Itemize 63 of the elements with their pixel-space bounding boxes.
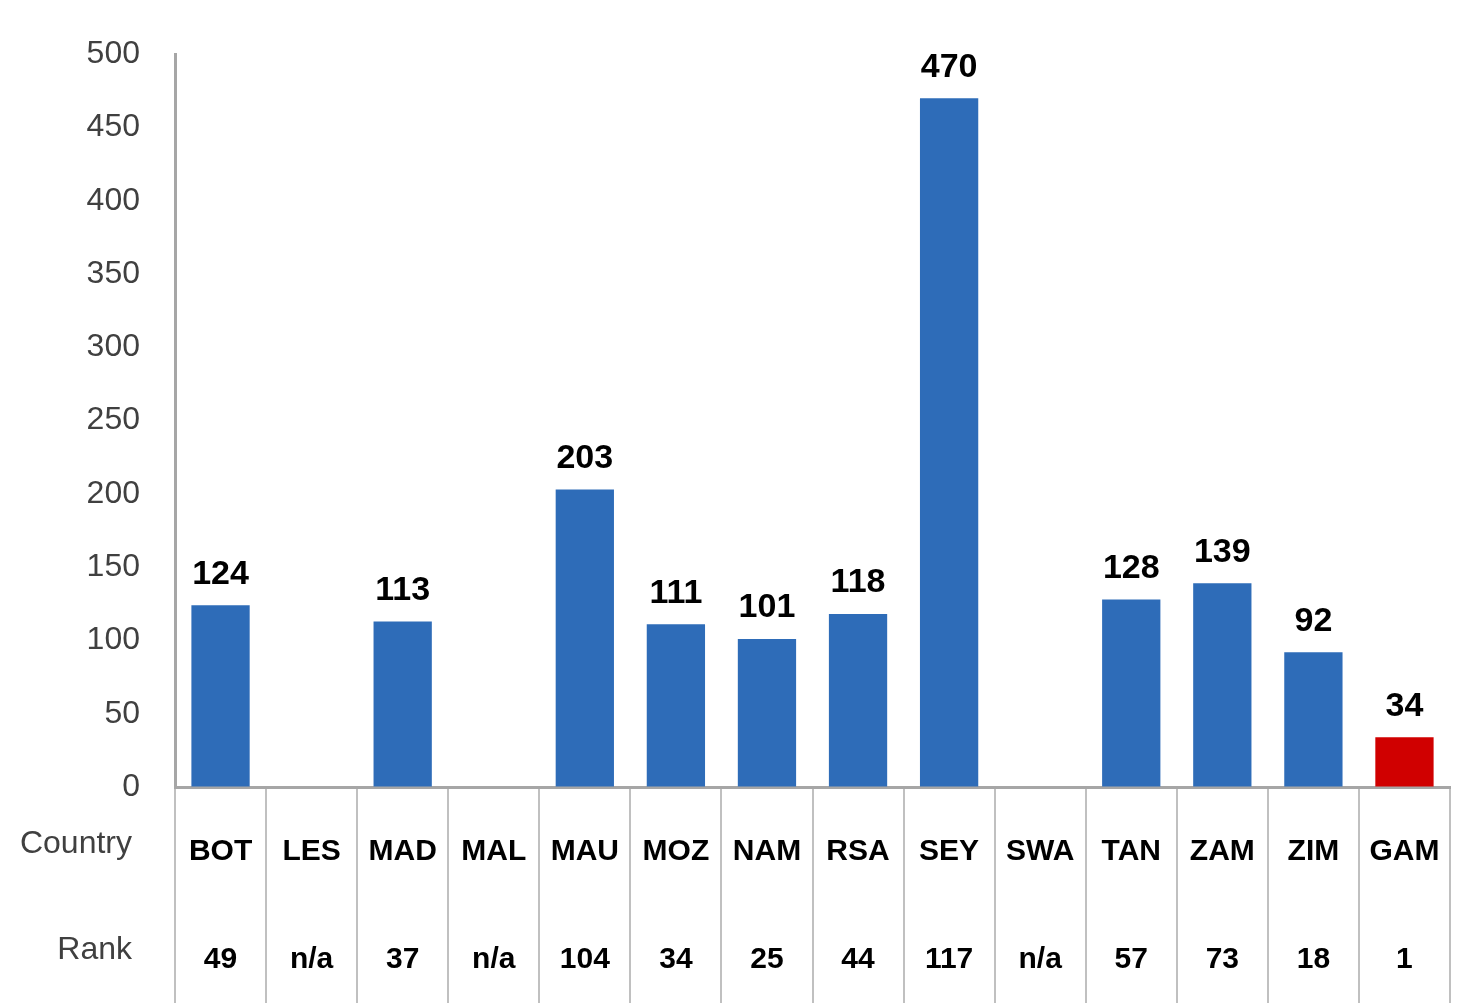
bar — [646, 624, 706, 787]
text: n/a — [472, 941, 516, 975]
x-tick-label: LES — [282, 833, 341, 867]
data-label: 111 — [649, 571, 703, 610]
text: 49 — [203, 941, 238, 975]
text: 73 — [1205, 941, 1240, 975]
y-tick-label: 50 — [104, 693, 140, 730]
y-tick-label: 450 — [86, 107, 140, 144]
bar — [1284, 652, 1343, 787]
bar — [737, 638, 797, 787]
data-label: 101 — [738, 586, 796, 625]
x-tick-label: ZAM — [1189, 833, 1255, 867]
bar — [919, 98, 979, 787]
bar — [191, 605, 250, 787]
x-tick-label: MAL — [461, 833, 527, 867]
x-tick-label: SEY — [919, 833, 980, 867]
x-tick-label: MAD — [368, 833, 437, 867]
x-tick-label: BOT — [188, 833, 253, 867]
text: n/a — [1018, 941, 1063, 975]
text: Rank — [57, 929, 133, 966]
x-tick-label: RSA — [826, 833, 890, 867]
x-tick-label: TAN — [1101, 833, 1161, 867]
data-label: 203 — [556, 436, 614, 475]
y-tick-label: 0 — [122, 766, 140, 803]
x-tick-label: GAM — [1369, 833, 1440, 867]
data-label: 34 — [1385, 684, 1424, 723]
y-tick-label: 150 — [86, 546, 140, 583]
y-tick-label: 100 — [86, 620, 140, 657]
bar — [1375, 737, 1434, 787]
x-tick-label: ZIM — [1287, 833, 1340, 867]
text: 44 — [841, 941, 876, 975]
y-tick-label: 250 — [86, 400, 140, 437]
text: 25 — [750, 941, 784, 975]
y-tick-label: 200 — [86, 473, 140, 510]
bar — [1102, 599, 1161, 787]
y-tick-label: 300 — [86, 327, 140, 364]
data-label: 128 — [1102, 546, 1160, 585]
text: 117 — [924, 941, 974, 975]
bar — [555, 489, 614, 787]
x-axis-title: Country — [19, 823, 132, 860]
x-tick-label: SWA — [1006, 833, 1075, 867]
data-label: 470 — [920, 45, 978, 84]
x-tick-label: MAU — [550, 833, 619, 867]
bar — [373, 621, 432, 787]
bar — [828, 614, 888, 787]
text: 18 — [1296, 941, 1331, 975]
data-label: 139 — [1193, 530, 1251, 569]
data-label: 92 — [1294, 599, 1333, 638]
data-label: 124 — [192, 552, 249, 591]
y-tick-label: 500 — [86, 34, 140, 71]
x-tick-label: NAM — [732, 833, 802, 867]
text: 1 — [1396, 941, 1413, 975]
y-tick-label: 350 — [86, 253, 140, 290]
y-tick-label: 400 — [86, 180, 140, 217]
x-tick-label: MOZ — [642, 833, 710, 867]
text: 34 — [659, 941, 693, 975]
text: 37 — [385, 941, 420, 975]
bar — [1193, 583, 1252, 787]
data-label: 118 — [830, 561, 886, 600]
text: 57 — [1114, 941, 1148, 975]
text: n/a — [289, 941, 334, 975]
text: 104 — [559, 941, 611, 975]
data-label: 113 — [375, 568, 431, 607]
